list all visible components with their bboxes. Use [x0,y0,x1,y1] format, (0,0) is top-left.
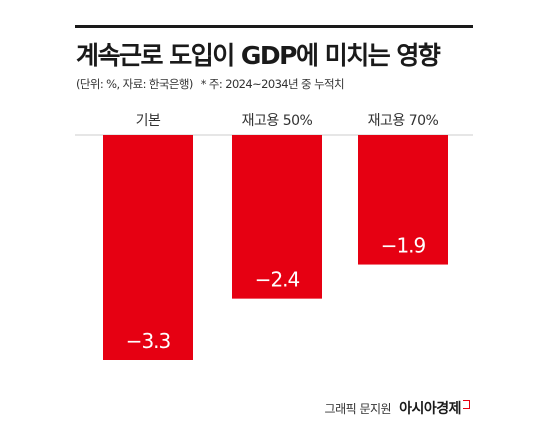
unit-source-text: (단위: %, 자료: 한국은행) [76,77,193,91]
data-label: −1.9 [381,234,426,258]
chart-title: 계속근로 도입이 GDP에 미치는 영향 [76,41,441,70]
bar [358,135,448,265]
chart-subtitle: (단위: %, 자료: 한국은행) * 주: 2024~2034년 중 누적치 [76,76,345,92]
bar [232,135,322,299]
brand-mark-icon [463,400,470,409]
data-label: −2.4 [255,268,300,292]
top-rule [75,25,473,28]
brand-logo: 아시아경제 [399,398,470,418]
category-label: 재고용 70% [368,113,439,129]
bar [103,135,193,360]
category-label: 기본 [136,113,161,129]
data-label: −3.3 [126,329,171,353]
brand-name: 아시아경제 [399,401,461,417]
footer: 그래픽 문지원 아시아경제 [325,398,470,418]
category-label: 재고용 50% [242,113,313,129]
graphic-credit: 그래픽 문지원 [324,402,392,416]
footnote-text: * 주: 2024~2034년 중 누적치 [200,77,345,91]
